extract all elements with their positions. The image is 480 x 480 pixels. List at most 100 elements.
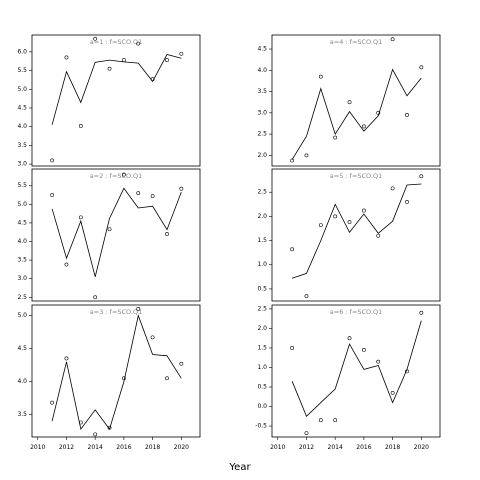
data-point	[405, 369, 409, 374]
y-tick-label: 5.5	[17, 182, 27, 189]
data-point	[121, 172, 126, 177]
y-tick-label: 2.0	[257, 213, 267, 220]
panel-frame	[31, 34, 201, 167]
panel-2: a=2 : f=SCO.Q1 2.5 3.0 3.5 4.0 4.5 5.0 5.5	[17, 168, 201, 302]
data-point	[376, 359, 381, 364]
x-tick-label: 2018	[385, 444, 400, 451]
y-tick-label: 1.5	[257, 344, 267, 351]
data-point	[390, 186, 395, 191]
data-point	[179, 186, 184, 191]
data-point	[121, 58, 126, 62]
data-point	[50, 400, 55, 405]
y-tick-label: 1.5	[257, 237, 267, 244]
x-tick-label: 2018	[145, 444, 160, 451]
data-point	[304, 431, 309, 435]
data-point	[290, 158, 295, 163]
panel-frame	[271, 34, 441, 167]
data-point	[419, 174, 424, 179]
data-point	[290, 247, 295, 252]
y-tick-label: 4.0	[17, 123, 27, 130]
data-point	[150, 77, 155, 82]
data-point	[347, 100, 352, 105]
y-tick-label: 1.0	[257, 261, 267, 268]
data-point	[121, 376, 126, 381]
y-tick-label: 4.5	[17, 219, 27, 226]
data-point	[361, 124, 366, 129]
data-point	[304, 153, 309, 158]
data-point	[390, 390, 395, 395]
fit-line	[51, 54, 182, 125]
data-point	[78, 420, 83, 425]
data-point	[136, 191, 141, 196]
data-point	[93, 36, 98, 41]
panel-frame	[271, 168, 441, 302]
y-tick-label: 5.5	[17, 67, 27, 74]
y-tick-label: 5.0	[17, 86, 27, 93]
panel-title: a=3 : f=SCO.Q1	[90, 308, 142, 316]
y-tick-label: 3.0	[17, 275, 27, 282]
y-tick-label: 1.0	[257, 364, 267, 371]
data-point	[50, 158, 55, 163]
data-point	[107, 227, 112, 232]
y-tick-label: 5.0	[17, 312, 27, 319]
data-point	[419, 65, 424, 70]
y-tick-label: 0.0	[257, 403, 267, 410]
panel-frame	[271, 304, 441, 438]
panel-3: a=3 : f=SCO.Q1 3.5 4.0 4.5 5.0 2010 2012 2014 20…	[17, 304, 201, 451]
data-point	[333, 135, 338, 140]
panel-6: a=6 : f=SCO.Q1 -0.5 0.0 0.5 1.0 1.5 2.0 2.5 2010…	[255, 304, 441, 451]
data-point	[361, 348, 366, 352]
data-point	[419, 310, 424, 315]
panel-5: a=5 : f=SCO.Q1 0.5 1.0 1.5 2.0 2.5	[257, 168, 441, 302]
y-tick-label: 4.0	[17, 238, 27, 245]
data-point	[405, 113, 409, 117]
x-tick-label: 2016	[116, 444, 131, 451]
y-tick-label: 0.5	[257, 384, 267, 391]
data-point	[318, 223, 323, 227]
data-point	[318, 418, 323, 423]
fit-line	[51, 314, 182, 431]
y-tick-label: 3.5	[257, 88, 267, 95]
y-tick-label: 4.5	[17, 104, 27, 111]
data-point	[165, 58, 169, 62]
data-point	[405, 199, 409, 204]
y-tick-label: 3.0	[257, 109, 267, 116]
data-point	[150, 335, 155, 340]
y-tick-label: 3.5	[17, 142, 27, 149]
data-point	[165, 376, 169, 381]
y-tick-label: 2.5	[257, 189, 267, 196]
data-point	[64, 55, 69, 60]
data-point	[179, 51, 184, 56]
panel-frame	[31, 168, 201, 302]
x-tick-label: 2012	[299, 444, 314, 451]
y-tick-label: 2.0	[257, 325, 267, 332]
data-point	[93, 295, 98, 300]
fit-line	[51, 187, 182, 277]
data-point	[50, 193, 55, 197]
data-point	[136, 41, 141, 46]
panel-4: a=4 : f=SCO.Q1 2.0 2.5 3.0 3.5 4.0 4.5	[257, 34, 441, 167]
data-point	[290, 346, 295, 350]
data-point	[107, 66, 112, 71]
y-tick-label: 2.0	[257, 152, 267, 159]
x-tick-label: 2020	[414, 444, 429, 451]
data-point	[304, 294, 309, 299]
y-tick-label: -0.5	[255, 423, 267, 430]
data-point	[376, 110, 381, 115]
x-tick-label: 2012	[59, 444, 74, 451]
fit-line	[291, 320, 422, 417]
data-point	[165, 232, 169, 236]
y-tick-label: 2.5	[257, 131, 267, 138]
panel-title: a=1 : f=SCO.Q1	[90, 38, 142, 46]
y-tick-label: 6.0	[17, 48, 27, 55]
data-point	[318, 74, 323, 79]
panel-title: a=2 : f=SCO.Q1	[90, 172, 142, 180]
data-point	[107, 425, 112, 430]
data-point	[78, 124, 83, 128]
data-point	[333, 418, 338, 423]
y-tick-label: 4.0	[257, 67, 267, 74]
data-point	[136, 307, 141, 311]
panel-title: a=6 : f=SCO.Q1	[330, 308, 382, 316]
panel-title: a=4 : f=SCO.Q1	[330, 38, 382, 46]
